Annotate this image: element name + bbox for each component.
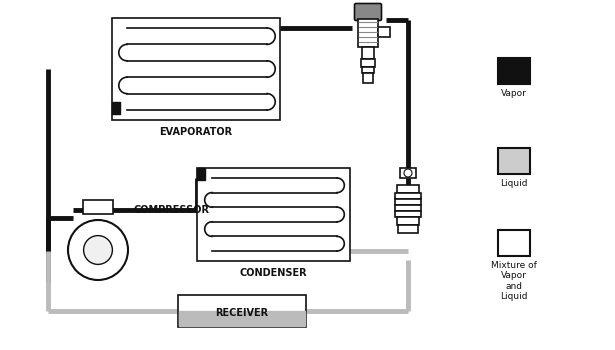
- Text: EVAPORATOR: EVAPORATOR: [159, 127, 232, 137]
- Bar: [498, 230, 530, 256]
- Bar: [361, 59, 375, 67]
- Bar: [362, 67, 374, 73]
- Bar: [362, 47, 374, 59]
- Bar: [498, 148, 530, 174]
- Bar: [395, 193, 421, 199]
- Bar: [395, 199, 421, 205]
- Text: Mixture of
Vapor
and
Liquid: Mixture of Vapor and Liquid: [491, 261, 537, 301]
- Circle shape: [84, 236, 113, 264]
- Bar: [178, 295, 306, 327]
- Bar: [498, 58, 530, 84]
- Bar: [179, 311, 305, 326]
- Bar: [112, 102, 120, 114]
- Bar: [197, 168, 350, 261]
- Bar: [378, 27, 390, 37]
- Bar: [395, 205, 421, 211]
- Text: Vapor: Vapor: [501, 89, 527, 98]
- Text: CONDENSER: CONDENSER: [240, 268, 308, 278]
- Bar: [395, 211, 421, 217]
- FancyBboxPatch shape: [354, 4, 381, 21]
- Bar: [397, 217, 419, 225]
- Bar: [197, 168, 205, 180]
- Bar: [83, 200, 113, 214]
- Bar: [398, 225, 418, 233]
- Bar: [112, 18, 280, 120]
- Circle shape: [404, 169, 412, 177]
- Bar: [397, 185, 419, 193]
- Bar: [358, 19, 378, 47]
- Circle shape: [68, 220, 128, 280]
- Bar: [363, 73, 373, 83]
- Text: RECEIVER: RECEIVER: [215, 308, 269, 318]
- Bar: [400, 168, 416, 178]
- Text: Liquid: Liquid: [500, 179, 528, 188]
- Text: COMPRESSOR: COMPRESSOR: [133, 205, 209, 215]
